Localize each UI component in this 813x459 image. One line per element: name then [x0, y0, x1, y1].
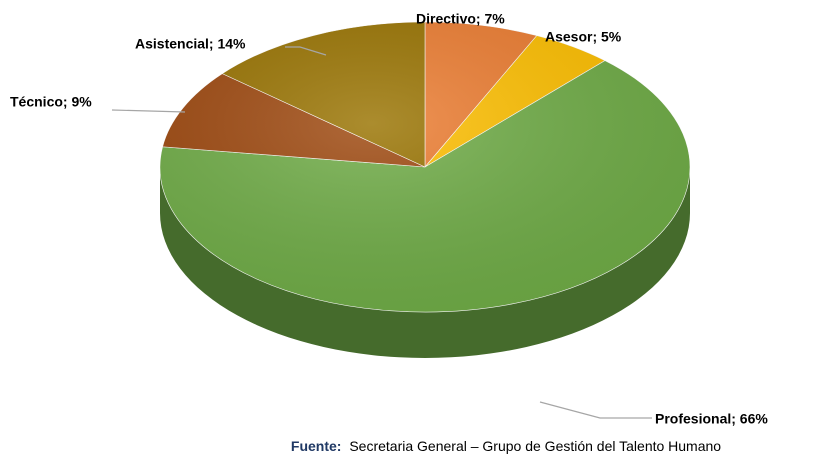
- leader-line: [111, 109, 186, 113]
- data-label: Asesor; 5%: [545, 29, 622, 45]
- data-label: Profesional; 66%: [655, 411, 768, 427]
- source: Fuente: Secretaria General – Grupo de Ge…: [291, 438, 721, 454]
- data-label: Asistencial; 14%: [135, 36, 246, 52]
- leader-line: [285, 46, 327, 56]
- source-label: Fuente:: [291, 438, 342, 454]
- leader-line: [539, 401, 652, 419]
- data-label: Directivo; 7%: [416, 11, 505, 27]
- source-text: Secretaria General – Grupo de Gestión de…: [349, 438, 721, 454]
- data-label: Técnico; 9%: [10, 94, 92, 110]
- pie: [159, 21, 691, 358]
